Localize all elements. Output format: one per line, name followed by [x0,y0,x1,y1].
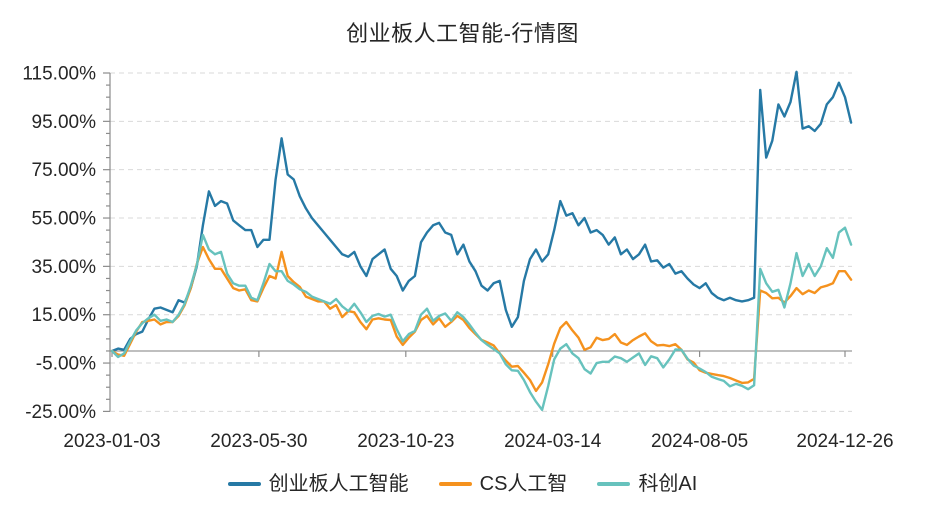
y-axis-label: 115.00% [22,64,96,85]
x-axis-label: 2024-08-05 [651,431,748,452]
legend-label: 创业板人工智能 [268,473,409,495]
legend-item-chuangyeban[interactable]: 创业板人工智能 [227,473,409,495]
series-line-CS人工智 [110,245,853,393]
x-axis-label: 2023-05-30 [210,431,307,452]
y-axis-label: 75.00% [32,160,97,181]
legend-item-cs-ai[interactable]: CS人工智 [438,473,568,495]
gridlines-group [110,72,852,412]
x-axis-label: 2023-10-23 [357,431,454,452]
x-axis-group: 2023-01-03 2023-05-30 2023-10-23 2024-03-14… [63,350,894,452]
legend-line-swatch-orange [438,482,472,486]
y-axis-label: -25.00% [25,402,96,423]
y-axis-label: -5.00% [36,354,96,375]
legend-label: 科创AI [638,473,698,495]
legend-line-swatch-teal [597,482,631,486]
series-line-科创AI [110,226,853,412]
legend-line-swatch-blue [227,482,261,486]
series-lines-group [110,70,853,412]
x-axis-label: 2024-03-14 [504,431,602,452]
legend-label: CS人工智 [479,473,568,495]
y-axis-group: 115.00% 95.00% 75.00% 55.00% 35.00% 15.00% -5.… [22,64,111,423]
y-axis-label: 35.00% [32,257,97,278]
legend-item-kechuang-ai[interactable]: 科创AI [597,474,697,494]
chart-title: 创业板人工智能-行情图 [346,21,579,46]
x-axis-label: 2023-01-03 [63,431,160,452]
y-axis-label: 95.00% [32,112,97,133]
y-axis-label: 55.00% [32,209,97,230]
x-axis-label: 2024-12-26 [796,431,893,452]
series-line-创业板人工智能 [110,70,853,353]
chart-legend: 创业板人工智能 CS人工智 科创AI [0,474,925,494]
y-axis-label: 15.00% [32,305,97,326]
